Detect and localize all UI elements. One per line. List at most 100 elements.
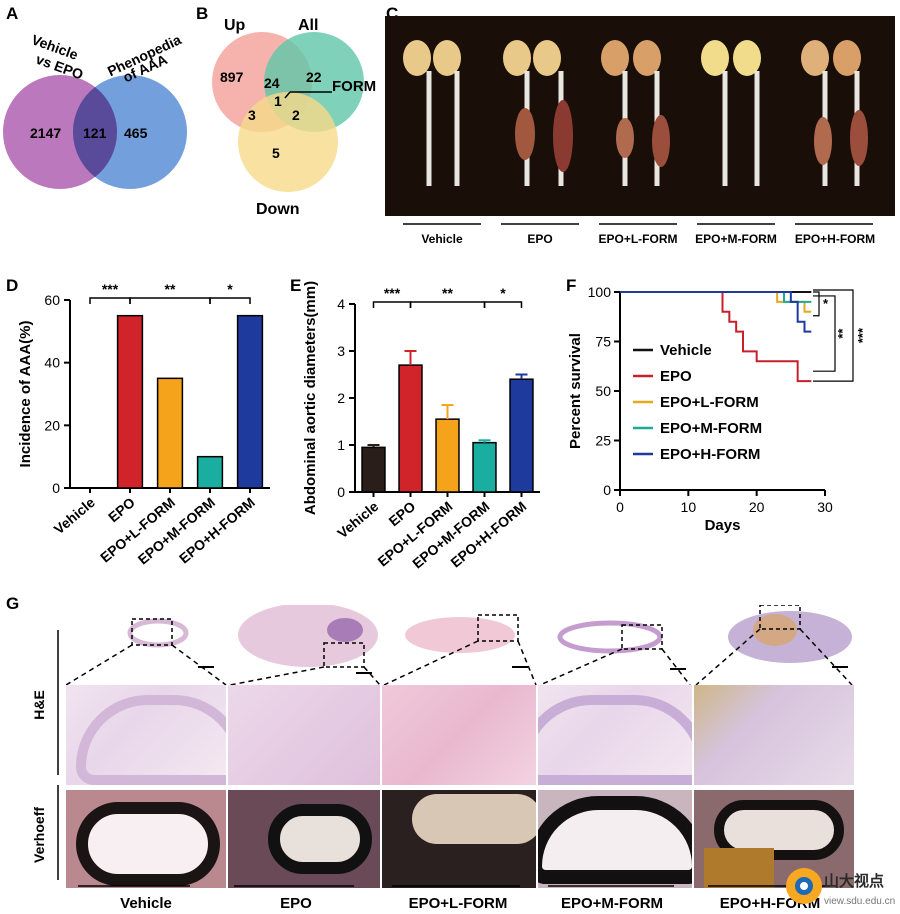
significance-label: *** <box>384 285 401 301</box>
overview-m-form <box>557 620 663 654</box>
x-tick-label: 30 <box>817 499 833 515</box>
bar <box>361 446 386 493</box>
aorta-specimen-vehicle <box>403 40 461 186</box>
y-tick-label: 0 <box>603 482 611 498</box>
survival-line-chart: 0 25 50 75 100 0 10 20 30 Days Percent survival Veh… <box>567 284 870 534</box>
aorta-specimen-m-form <box>701 40 761 186</box>
significance-bracket <box>129 297 211 304</box>
venn-b-form-label: FORM <box>332 78 376 95</box>
x-tick-label: 0 <box>616 499 624 515</box>
he-h-form <box>694 685 854 785</box>
legend-label: EPO+H-FORM <box>660 446 760 463</box>
y-axis-label: Incidence of AAA(%) <box>17 321 34 468</box>
y-tick-label: 25 <box>595 433 611 449</box>
bar <box>196 455 224 489</box>
venn-b-up-all-count: 24 <box>264 75 280 91</box>
photo-group-labels: Vehicle EPO EPO+L-FORM EPO+M-FORM EPO+H-… <box>403 223 875 246</box>
he-vehicle <box>66 685 226 785</box>
y-axis-label: Abdominal aortic diameters(mm) <box>302 281 319 515</box>
aorta-photo-illustration <box>403 40 868 186</box>
photo-label-epo: EPO <box>527 232 552 246</box>
significance-bracket <box>372 301 412 308</box>
x-tick-label: Vehicle <box>51 494 98 537</box>
legend-label: Vehicle <box>660 342 712 359</box>
diameter-bar-chart: 0 1 2 3 4 Abdominal aortic diameters(mm) Vehic… <box>302 281 540 572</box>
verhoeff-vehicle <box>66 790 226 888</box>
significance-label: * <box>227 281 233 297</box>
y-tick-label: 0 <box>52 480 60 496</box>
venn-diagram-a: Vehicle vs EPO Phenopedia of AAA 2147 12… <box>3 31 187 189</box>
bar <box>236 314 264 489</box>
bar <box>509 378 534 493</box>
aorta-specimen-epo <box>503 40 573 186</box>
y-axis-label: Percent survival <box>567 333 584 449</box>
venn-a-right-count: 465 <box>124 125 148 141</box>
venn-b-up-label: Up <box>224 17 246 34</box>
significance-label: ** <box>442 285 453 301</box>
x-tick-label: 10 <box>681 499 697 515</box>
aorta-specimen-l-form <box>601 40 670 186</box>
panel-letter-f: F <box>566 276 577 295</box>
panel-letter-d: D <box>6 276 19 295</box>
bar <box>156 377 184 489</box>
significance-label: *** <box>855 327 870 343</box>
venn-a-overlap <box>72 87 118 177</box>
bar <box>435 418 460 493</box>
panel-letter-g: G <box>6 594 20 613</box>
significance-bracket <box>813 289 854 382</box>
y-tick-label: 1 <box>337 437 345 453</box>
venn-b-all-label: All <box>298 17 318 34</box>
venn-b-up-count: 897 <box>220 69 244 85</box>
significance-bracket <box>813 291 820 317</box>
venn-diagram-b: Up All Down FORM 897 22 24 1 3 2 5 <box>212 17 376 218</box>
venn-b-up-down-count: 3 <box>248 107 256 123</box>
venn-b-down-count: 5 <box>272 145 280 161</box>
y-tick-label: 40 <box>44 355 60 371</box>
he-m-form <box>538 685 692 785</box>
histology-overview-row <box>65 605 853 686</box>
overview-vehicle <box>127 618 189 648</box>
verhoeff-h-form <box>694 790 854 888</box>
significance-bracket <box>409 301 486 308</box>
significance-label: *** <box>102 281 119 297</box>
venn-b-form-pointer <box>284 91 291 99</box>
venn-b-center-count: 1 <box>274 93 282 109</box>
histology-label-epo: EPO <box>280 895 312 912</box>
significance-label: * <box>500 285 506 301</box>
y-tick-label: 75 <box>595 334 611 350</box>
x-tick-label: Vehicle <box>334 498 381 541</box>
survival-line <box>620 291 812 313</box>
verhoeff-m-form <box>538 790 692 888</box>
photo-label-vehicle: Vehicle <box>421 232 463 246</box>
histology-label-l-form: EPO+L-FORM <box>409 895 508 912</box>
significance-bracket <box>89 297 131 304</box>
he-l-form <box>382 685 536 785</box>
verhoeff-l-form <box>382 790 536 888</box>
significance-bracket <box>813 295 836 372</box>
venn-a-left-count: 2147 <box>30 125 61 141</box>
watermark-url: view.sdu.edu.cn <box>824 896 895 907</box>
panel-letter-b: B <box>196 4 209 23</box>
venn-b-down-circle <box>238 92 338 192</box>
panel-letter-a: A <box>6 4 19 23</box>
survival-line <box>620 291 812 333</box>
legend-label: EPO+M-FORM <box>660 420 762 437</box>
venn-b-all-down-count: 2 <box>292 107 300 123</box>
aorta-photo <box>385 16 895 216</box>
watermark-text: 山大视点 <box>824 872 884 890</box>
venn-a-overlap-count: 121 <box>83 125 107 141</box>
photo-label-h-form: EPO+H-FORM <box>795 232 875 246</box>
photo-label-l-form: EPO+L-FORM <box>598 232 677 246</box>
y-tick-label: 60 <box>44 292 60 308</box>
y-tick-label: 50 <box>595 383 611 399</box>
y-tick-label: 100 <box>588 284 612 300</box>
legend-label: EPO+L-FORM <box>660 394 759 411</box>
photo-label-m-form: EPO+M-FORM <box>695 232 777 246</box>
y-tick-label: 0 <box>337 484 345 500</box>
significance-label: * <box>823 296 829 311</box>
x-axis-label: Days <box>705 517 741 534</box>
y-tick-label: 3 <box>337 343 345 359</box>
bar <box>116 314 144 489</box>
histology-label-vehicle: Vehicle <box>120 895 172 912</box>
